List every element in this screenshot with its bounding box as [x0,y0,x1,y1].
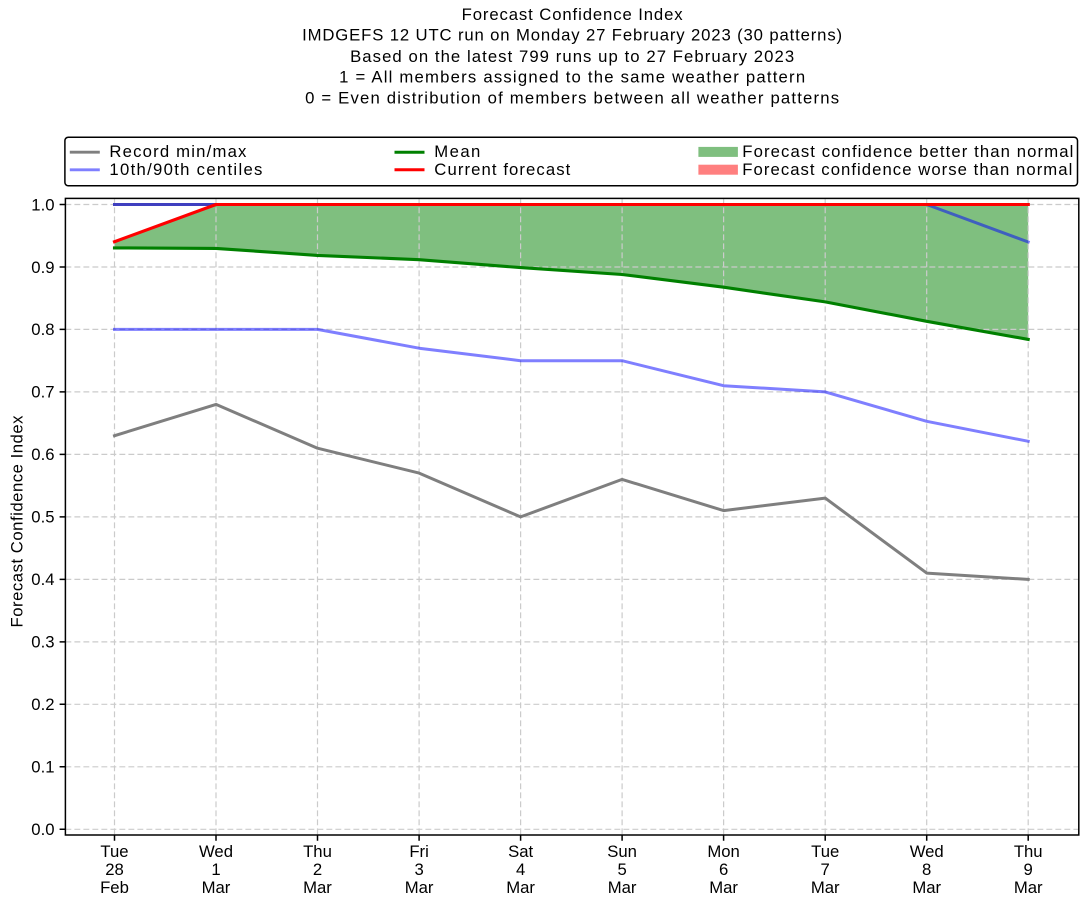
svg-text:Mar: Mar [202,878,231,897]
svg-text:0.1: 0.1 [31,758,54,777]
svg-text:0.4: 0.4 [31,570,54,589]
svg-text:Thu: Thu [1014,842,1043,861]
svg-text:Forecast confidence worse than: Forecast confidence worse than normal [742,160,1072,179]
svg-text:6: 6 [719,860,728,879]
svg-text:9: 9 [1024,860,1033,879]
svg-text:Mon: Mon [707,842,739,861]
svg-text:Tue: Tue [811,842,839,861]
svg-text:0.2: 0.2 [31,695,54,714]
svg-text:Wed: Wed [910,842,944,861]
svg-text:7: 7 [821,860,830,879]
svg-text:0.8: 0.8 [31,320,54,339]
svg-text:4: 4 [516,860,525,879]
svg-text:Mar: Mar [912,878,941,897]
svg-text:Current forecast: Current forecast [434,160,570,179]
svg-text:0.5: 0.5 [31,508,54,527]
svg-text:0 = Even distribution of membe: 0 = Even distribution of members between… [305,88,839,107]
svg-text:Feb: Feb [100,878,129,897]
svg-text:Forecast Confidence Index: Forecast Confidence Index [462,5,684,24]
svg-text:Mar: Mar [303,878,332,897]
svg-text:Mar: Mar [811,878,840,897]
svg-text:Thu: Thu [303,842,332,861]
svg-text:Mar: Mar [1014,878,1043,897]
svg-text:3: 3 [414,860,423,879]
svg-text:Mar: Mar [405,878,434,897]
svg-text:Sat: Sat [508,842,533,861]
svg-text:Mar: Mar [608,878,637,897]
svg-text:1.0: 1.0 [31,195,54,214]
svg-text:0.3: 0.3 [31,633,54,652]
svg-text:Mar: Mar [506,878,535,897]
svg-text:Sun: Sun [607,842,637,861]
svg-text:10th/90th centiles: 10th/90th centiles [109,160,262,179]
svg-text:Forecast Confidence Index: Forecast Confidence Index [7,415,26,628]
svg-text:Mar: Mar [709,878,738,897]
svg-text:5: 5 [617,860,626,879]
svg-text:Fri: Fri [409,842,428,861]
svg-text:0.7: 0.7 [31,383,54,402]
svg-text:0.6: 0.6 [31,445,54,464]
svg-text:Tue: Tue [100,842,128,861]
svg-text:Mean: Mean [434,142,480,161]
svg-text:0.9: 0.9 [31,258,54,277]
svg-text:8: 8 [922,860,931,879]
svg-text:Based on the latest 799 runs u: Based on the latest 799 runs up to 27 Fe… [350,47,794,66]
svg-text:0.0: 0.0 [31,820,54,839]
svg-text:28: 28 [105,860,124,879]
svg-text:2: 2 [313,860,322,879]
svg-text:IMDGEFS 12 UTC run on Monday 2: IMDGEFS 12 UTC run on Monday 27 February… [302,26,842,45]
svg-text:1 = All members assigned to th: 1 = All members assigned to the same wea… [339,68,805,87]
svg-text:1: 1 [211,860,220,879]
svg-text:Record min/max: Record min/max [109,142,247,161]
svg-text:Wed: Wed [199,842,233,861]
svg-text:Forecast confidence better tha: Forecast confidence better than normal [742,142,1073,161]
